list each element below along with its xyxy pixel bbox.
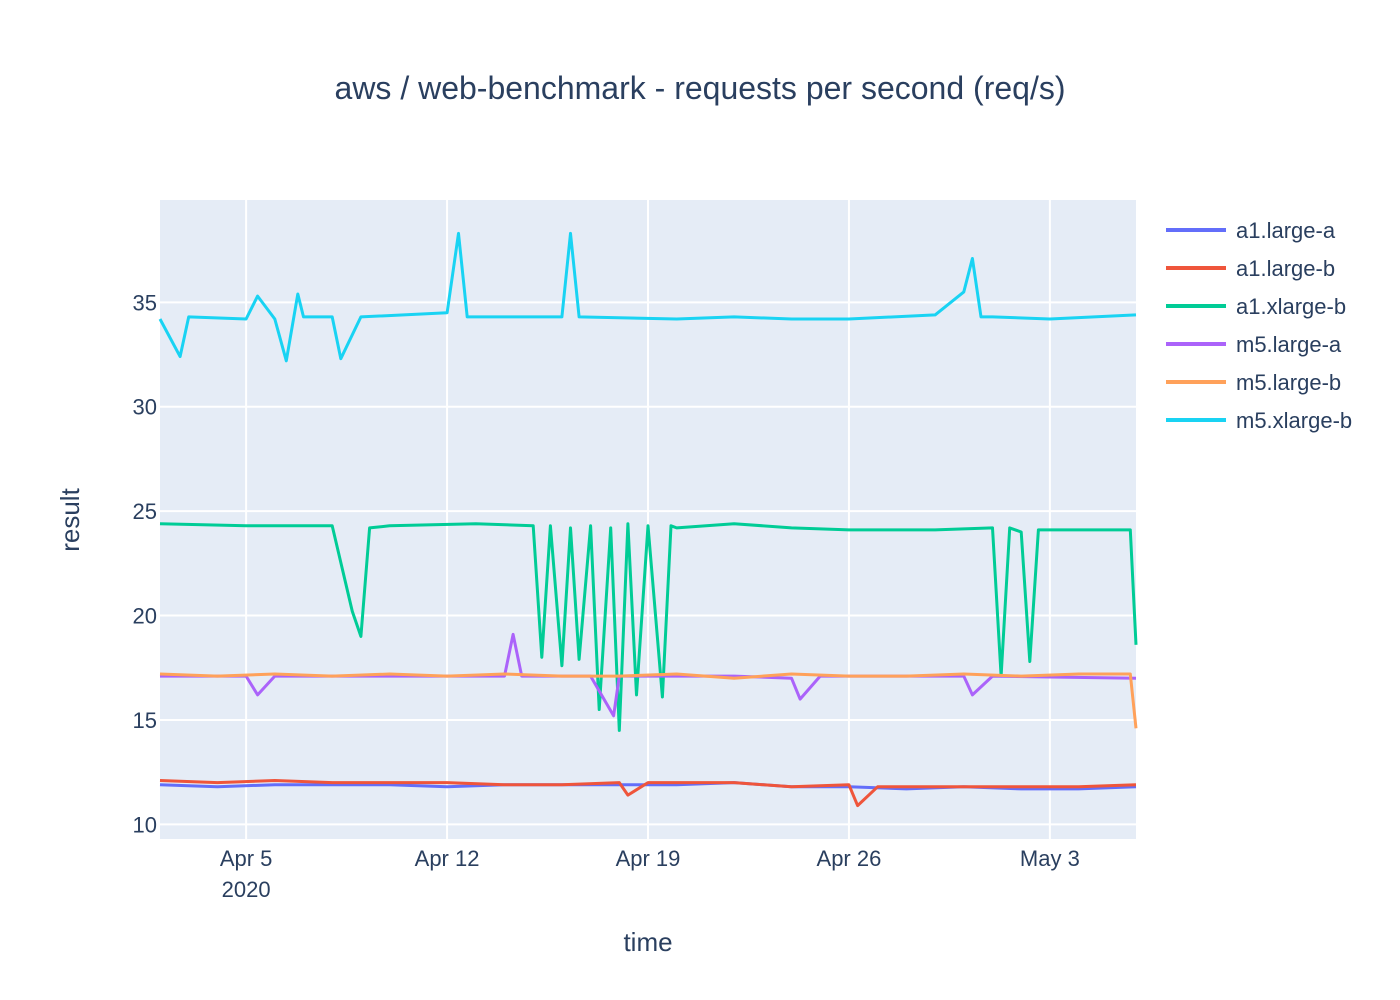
- series-line-m5-large-a: [160, 632, 1137, 718]
- legend: a1.large-a a1.large-b a1.xlarge-b m5.large-…: [1166, 218, 1352, 433]
- series-line-a1-xlarge-b: [159, 522, 1138, 732]
- legend-label: a1.large-a: [1236, 218, 1336, 243]
- legend-label: m5.xlarge-b: [1236, 408, 1352, 433]
- y-tick-label: 30: [133, 395, 157, 420]
- x-tick-label: Apr 19: [616, 846, 681, 871]
- y-tick-label: 25: [133, 499, 157, 524]
- y-tick-label: 10: [133, 812, 157, 837]
- legend-label: m5.large-b: [1236, 370, 1341, 395]
- x-tick-label: Apr 12: [415, 846, 480, 871]
- x-tick-label: Apr 5: [220, 846, 273, 871]
- y-tick-label: 35: [133, 290, 157, 315]
- series-lines: [158, 231, 1138, 808]
- y-tick-label: 15: [133, 708, 157, 733]
- series-line-a1-large-b: [159, 779, 1137, 808]
- legend-label: m5.large-a: [1236, 332, 1342, 357]
- x-tick-label: Apr 26: [817, 846, 882, 871]
- x-tick-label: May 3: [1020, 846, 1080, 871]
- legend-label: a1.xlarge-b: [1236, 294, 1346, 319]
- chart-title: aws / web-benchmark - requests per secon…: [335, 70, 1066, 106]
- y-axis-title: result: [55, 487, 85, 551]
- y-tick-label: 20: [133, 604, 157, 629]
- series-line-m5-xlarge-b: [158, 231, 1137, 363]
- x-tick-sublabel: 2020: [222, 877, 271, 902]
- x-axis-title: time: [623, 927, 672, 957]
- series-line-m5-large-b: [159, 672, 1138, 729]
- legend-label: a1.large-b: [1236, 256, 1335, 281]
- axis-ticks: 10 15 20 25 30 35 Apr 5 2020 Apr 12 Apr 19 Apr 26 M…: [133, 290, 1080, 902]
